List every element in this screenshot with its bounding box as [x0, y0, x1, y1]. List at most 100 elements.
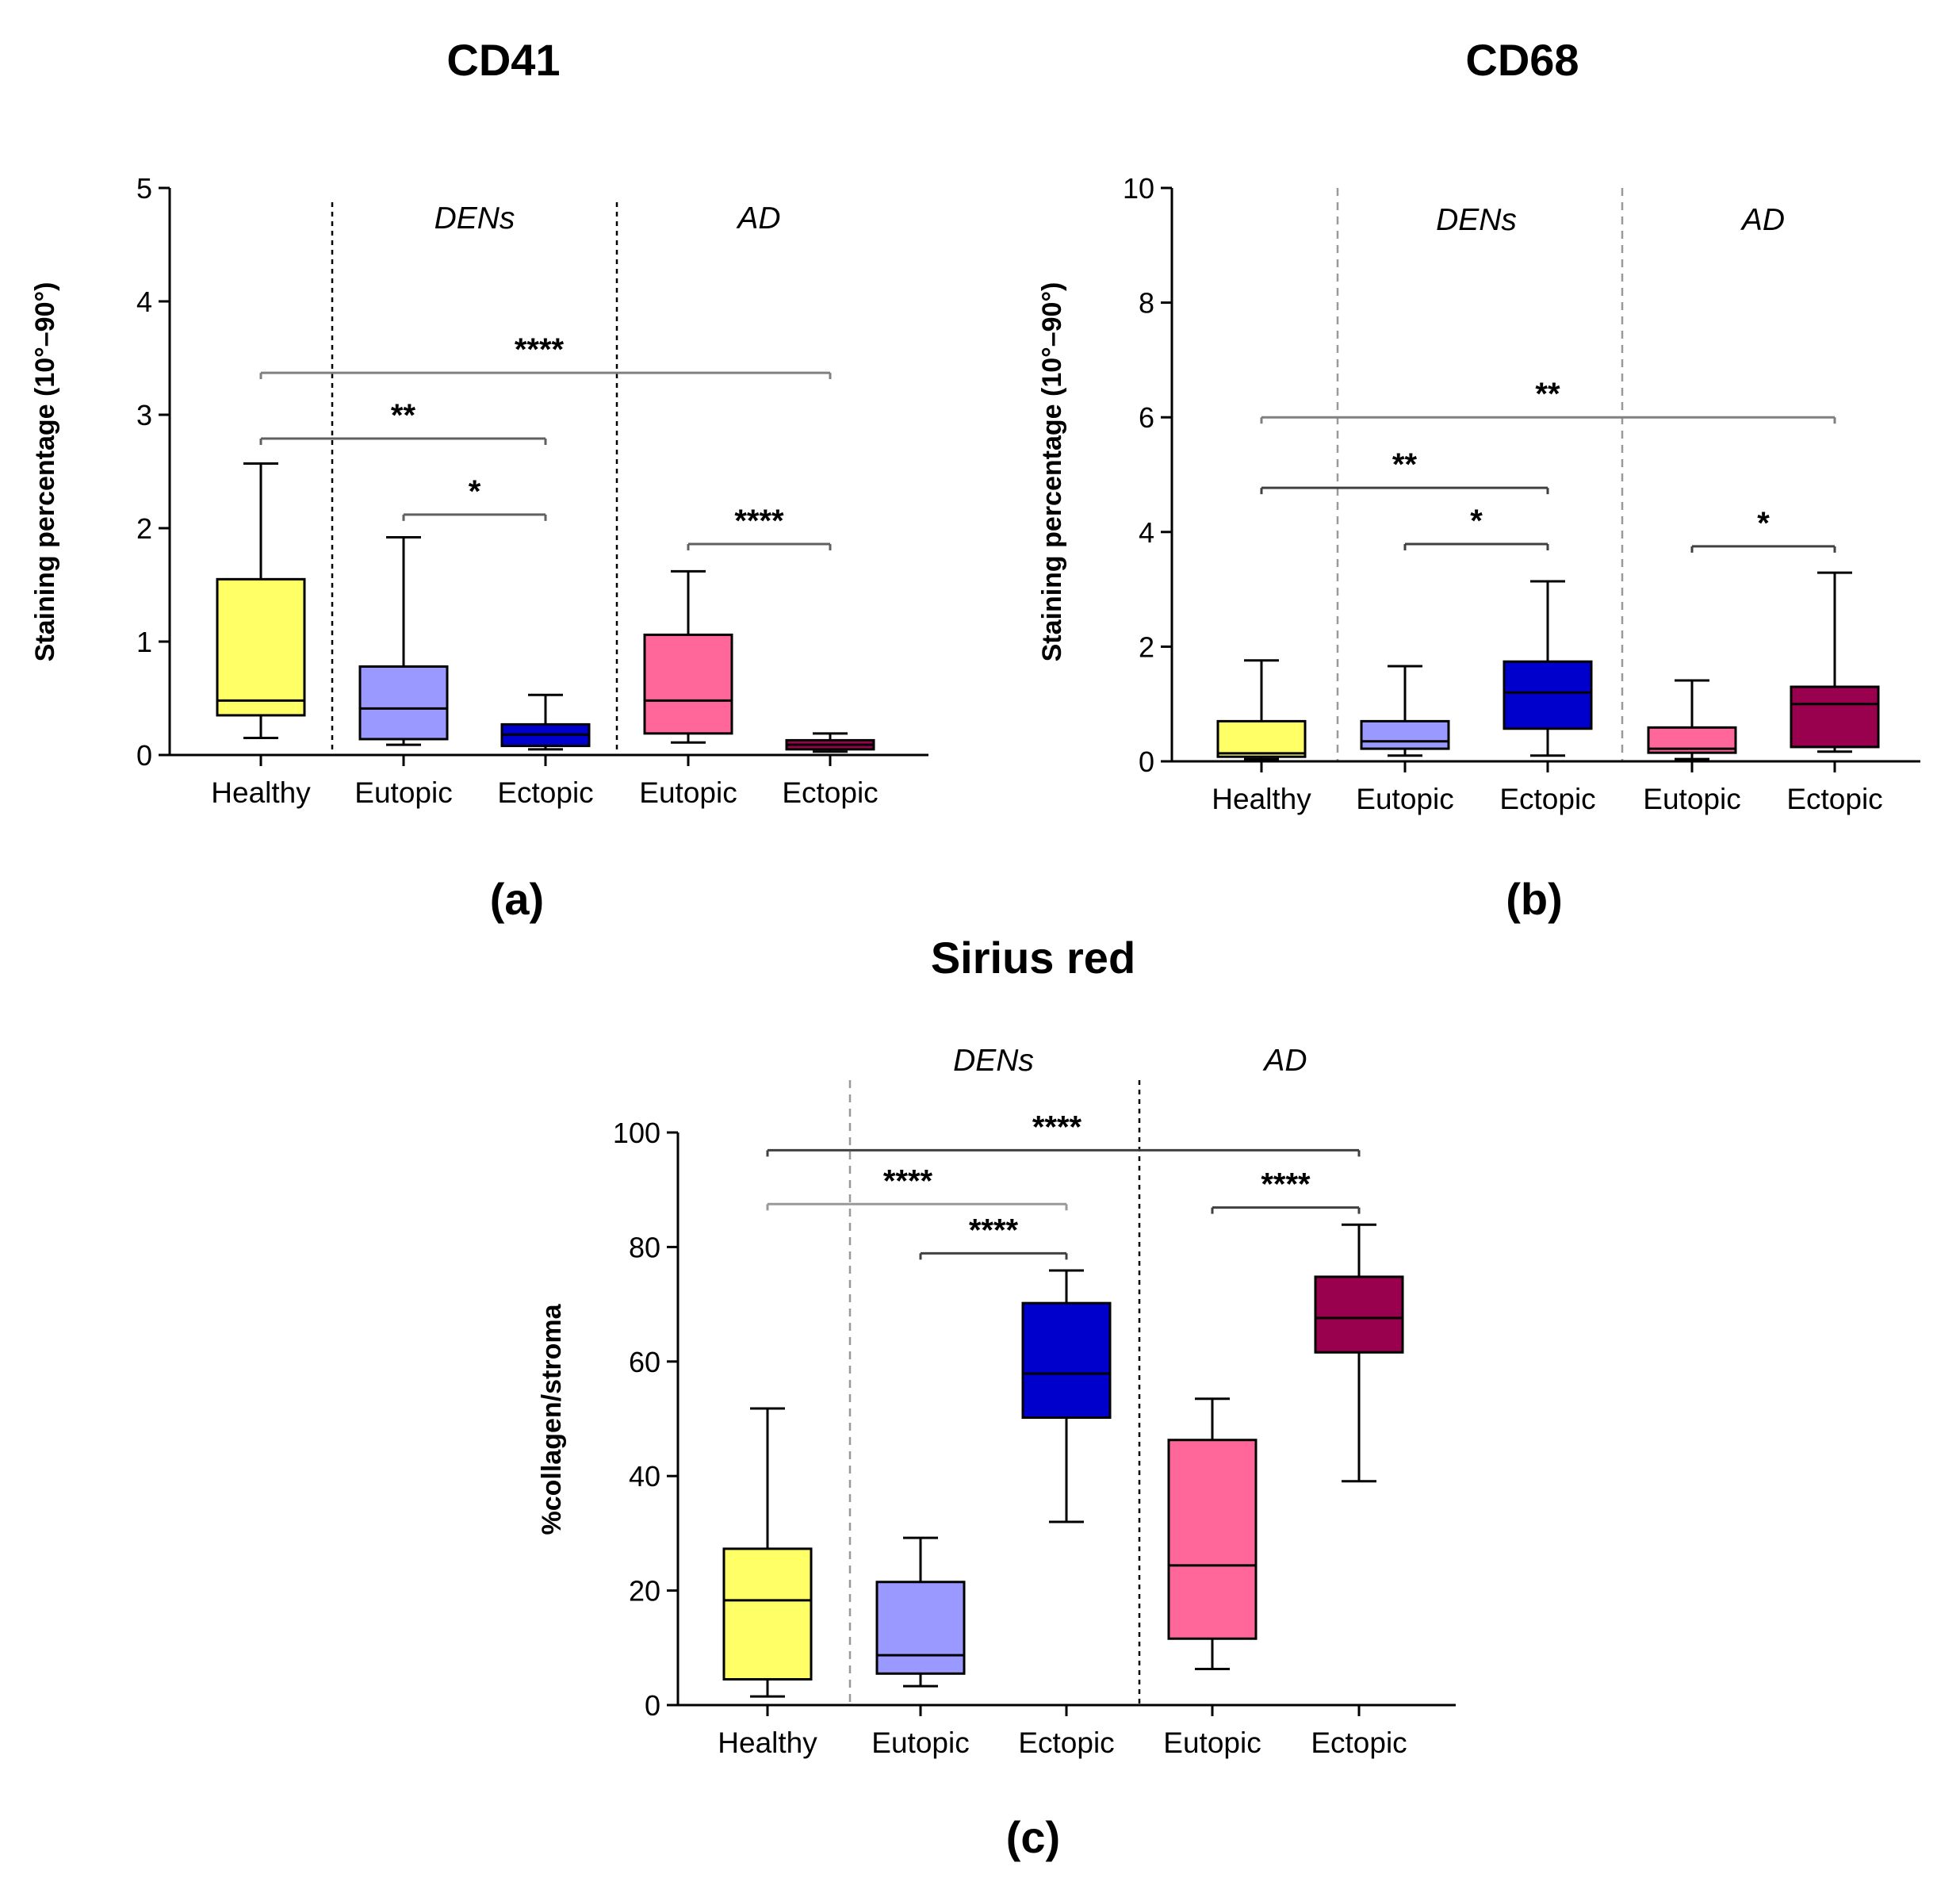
box-iqr — [1167, 1439, 1258, 1640]
y-tick-label: 2 — [136, 512, 152, 545]
significance-label: **** — [1032, 1109, 1082, 1144]
chart-title: Sirius red — [931, 933, 1135, 983]
x-tick-label: Eutopic — [1643, 783, 1740, 815]
box-iqr — [358, 665, 449, 741]
y-tick-label: 2 — [1139, 630, 1154, 663]
x-tick-label: Eutopic — [871, 1726, 969, 1759]
box-iqr — [1503, 660, 1593, 730]
box-0 — [216, 462, 306, 740]
box-2 — [1021, 1269, 1112, 1523]
box-0 — [722, 1407, 813, 1698]
box-0 — [1216, 659, 1307, 761]
significance-bracket: **** — [259, 332, 832, 380]
significance-label: * — [469, 474, 481, 509]
y-tick-label: 1 — [136, 626, 152, 658]
x-tick-label: Eutopic — [639, 776, 737, 809]
box-3 — [643, 569, 733, 744]
x-tick-label: Eutopic — [1163, 1726, 1261, 1759]
box-2 — [1503, 580, 1593, 757]
y-axis-label: Staining percentage (10°–90°) — [1037, 282, 1067, 662]
y-tick-label: 6 — [1139, 401, 1154, 434]
box-iqr — [1360, 719, 1450, 750]
y-tick-label: 8 — [1139, 287, 1154, 320]
x-tick-label: Ectopic — [1786, 783, 1882, 815]
x-tick-label: Ectopic — [782, 776, 878, 809]
significance-label: * — [1470, 504, 1483, 538]
y-tick-label: 10 — [1123, 172, 1154, 205]
chart-b: CD68 (b) Staining percentage (10°–90°) DENs… — [1037, 35, 1920, 924]
x-tick-label: Eutopic — [1356, 783, 1453, 815]
significance-label: * — [1757, 506, 1770, 541]
box-iqr — [216, 577, 306, 717]
significance-label: **** — [883, 1163, 933, 1198]
significance-bracket: ** — [1260, 377, 1836, 424]
significance-bracket: **** — [919, 1213, 1068, 1260]
box-1 — [1360, 665, 1450, 757]
significance-label: **** — [1261, 1167, 1311, 1202]
chart-c: Sirius red (c) %collagen/stroma DENs AD 0 20 40… — [537, 933, 1456, 1862]
significance-bracket: * — [402, 474, 547, 521]
box-iqr — [1314, 1275, 1404, 1354]
significance-bracket: **** — [766, 1109, 1361, 1157]
significance-label: ** — [391, 398, 416, 433]
panel-caption: (b) — [1506, 874, 1563, 924]
group-label: DENs — [434, 201, 515, 236]
y-axis-label: %collagen/stroma — [537, 1303, 567, 1535]
x-tick-label: Healthy — [1212, 783, 1311, 815]
significance-label: **** — [515, 332, 565, 367]
significance-bracket: **** — [687, 504, 832, 551]
y-tick-label: 5 — [136, 172, 152, 205]
y-tick-label: 60 — [629, 1346, 660, 1378]
significance-bracket: **** — [766, 1163, 1068, 1211]
box-iqr — [1021, 1301, 1112, 1420]
y-axis-label: Staining percentage (10°–90°) — [30, 282, 60, 662]
y-tick-label: 3 — [136, 399, 152, 431]
significance-label: **** — [734, 504, 784, 538]
significance-bracket: **** — [1211, 1167, 1361, 1214]
x-tick-label: Ectopic — [1018, 1726, 1114, 1759]
box-4 — [785, 732, 875, 753]
significance-label: ** — [1392, 447, 1418, 482]
x-tick-label: Ectopic — [1311, 1726, 1407, 1759]
box-4 — [1314, 1223, 1404, 1483]
box-iqr — [875, 1581, 966, 1675]
group-label: AD — [1262, 1044, 1307, 1078]
box-iqr — [1216, 719, 1307, 758]
box-iqr — [1790, 685, 1880, 749]
y-tick-label: 4 — [1139, 516, 1154, 549]
box-iqr — [722, 1547, 813, 1681]
box-2 — [500, 693, 591, 751]
box-iqr — [643, 633, 733, 735]
box-3 — [1647, 679, 1737, 761]
chart-title: CD41 — [446, 35, 560, 85]
y-tick-label: 100 — [613, 1117, 660, 1149]
significance-bracket: * — [1690, 506, 1836, 553]
significance-label: **** — [969, 1213, 1019, 1247]
group-label: DENs — [953, 1044, 1034, 1078]
significance-bracket: ** — [259, 398, 547, 446]
significance-label: ** — [1535, 377, 1560, 412]
y-tick-label: 0 — [645, 1689, 660, 1722]
y-tick-label: 80 — [629, 1231, 660, 1263]
x-tick-label: Ectopic — [1499, 783, 1595, 815]
group-label: DENs — [1436, 203, 1517, 237]
y-tick-label: 0 — [1139, 745, 1154, 778]
significance-bracket: * — [1403, 504, 1549, 550]
y-tick-label: 20 — [629, 1575, 660, 1608]
panel-caption: (c) — [1006, 1812, 1060, 1862]
chart-a: CD41 (a) Staining percentage (10°–90°) DENs… — [30, 35, 928, 924]
box-1 — [358, 535, 449, 746]
panel-caption: (a) — [490, 874, 544, 924]
box-1 — [875, 1536, 966, 1688]
x-tick-label: Healthy — [211, 776, 311, 809]
x-tick-label: Healthy — [718, 1726, 817, 1759]
x-tick-label: Eutopic — [354, 776, 452, 809]
box-3 — [1167, 1397, 1258, 1671]
chart-title: CD68 — [1465, 35, 1579, 85]
y-tick-label: 40 — [629, 1460, 660, 1493]
x-tick-label: Ectopic — [497, 776, 593, 809]
significance-bracket: ** — [1260, 447, 1549, 495]
y-tick-label: 4 — [136, 286, 152, 318]
y-tick-label: 0 — [136, 739, 152, 772]
